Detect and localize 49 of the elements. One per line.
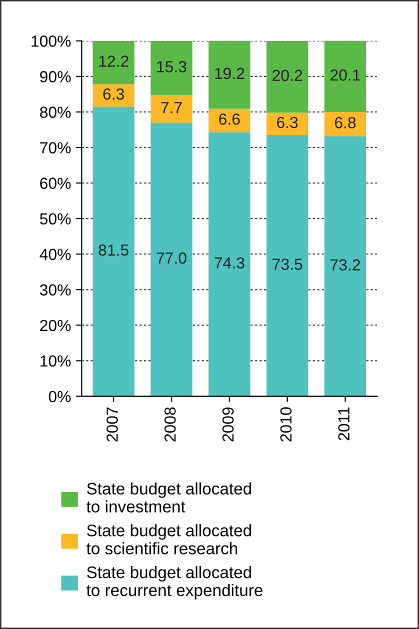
bar — [266, 135, 308, 396]
x-tick-label: 2011 — [338, 407, 350, 440]
y-tick-label: 30% — [40, 284, 71, 296]
data-label: 73.5 — [272, 258, 302, 270]
data-label: 6.6 — [219, 113, 240, 125]
data-label: 6.3 — [103, 88, 124, 100]
data-label: 15.3 — [157, 61, 186, 72]
bar — [92, 106, 134, 396]
bar — [266, 112, 308, 136]
y-tick-label: 80% — [40, 106, 71, 118]
data-label: 73.2 — [330, 259, 360, 270]
bar — [324, 136, 366, 396]
y-tick-label: 60% — [40, 178, 71, 189]
y-tick-label: 40% — [40, 248, 71, 260]
legend-label: State budget allocated to investment — [86, 482, 252, 513]
bar — [324, 112, 366, 136]
bar — [92, 40, 134, 84]
data-label: 6.3 — [277, 116, 298, 128]
data-label: 77.0 — [156, 252, 186, 264]
legend-label: State budget allocated to scientific research — [86, 524, 252, 554]
data-label: 20.2 — [272, 70, 302, 82]
x-tick-label: 2008 — [164, 407, 176, 442]
y-tick-label: 10% — [40, 355, 71, 367]
data-label: 7.7 — [161, 102, 182, 114]
data-label: 20.1 — [330, 69, 360, 81]
y-tick-label: 0% — [48, 390, 71, 402]
data-label: 6.8 — [334, 117, 356, 128]
data-label: 81.5 — [98, 244, 128, 256]
y-tick-label: 20% — [40, 320, 71, 332]
x-tick-label: 2010 — [280, 407, 292, 442]
data-label: 74.3 — [214, 257, 244, 269]
x-tick-label: 2009 — [222, 407, 234, 442]
bar — [324, 40, 366, 112]
y-tick-label: 90% — [40, 71, 71, 82]
data-label: 12.2 — [99, 56, 128, 67]
bar — [150, 95, 192, 123]
bar — [150, 122, 192, 396]
y-tick-label: 50% — [40, 213, 71, 225]
y-tick-label: 70% — [40, 142, 71, 154]
legend-label: State budget allocated to recurrent expenditure — [86, 566, 262, 600]
bar — [208, 40, 250, 109]
bar — [150, 40, 192, 96]
y-tick-label: 100% — [32, 36, 71, 47]
x-tick-label: 2007 — [106, 407, 118, 442]
bar — [208, 108, 250, 132]
bar — [266, 40, 308, 113]
data-label: 19.2 — [215, 68, 244, 80]
bar — [208, 132, 250, 396]
bar — [92, 84, 134, 107]
